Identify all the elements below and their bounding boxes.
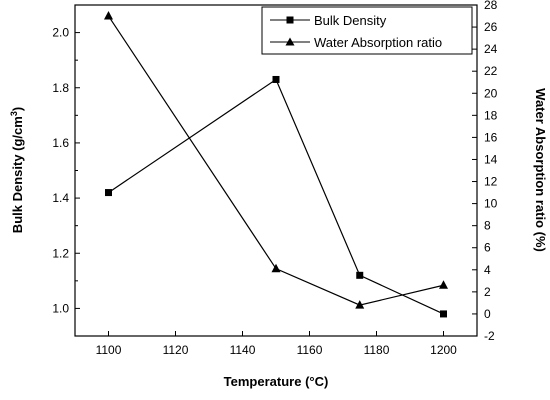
x-tick-label: 1160	[297, 343, 323, 357]
water-absorption-point	[439, 280, 448, 289]
bulk-density-point	[440, 310, 447, 318]
legend-label-water-absorption: Water Absorption ratio	[314, 35, 442, 50]
right-y-axis-title: Water Absorption ratio (%)	[533, 88, 548, 252]
x-axis-title: Temperature (°C)	[224, 374, 329, 389]
right-y-tick-label: 10	[484, 197, 498, 211]
right-y-tick-label: 22	[484, 64, 498, 78]
right-y-tick-label: 18	[484, 108, 498, 122]
left-y-axis-title-close: )	[10, 107, 25, 111]
plot-frame	[74, 4, 478, 337]
left-y-axis-ticks: 1.0 1.2 1.4 1.6 1.8 2.0	[52, 4, 80, 337]
right-y-tick-label: 14	[484, 152, 498, 166]
right-y-tick-label: 0	[484, 307, 491, 321]
left-y-axis-title: Bulk Density (g/cm3)	[9, 107, 25, 233]
x-tick-label: 1140	[230, 343, 256, 357]
right-y-tick-label: 24	[484, 42, 498, 56]
legend-label-bulk-density: Bulk Density	[314, 13, 387, 28]
legend-box	[261, 6, 473, 55]
right-y-tick-label: 6	[484, 241, 491, 255]
right-y-tick-label: 8	[484, 219, 491, 233]
legend-marker-water-absorption	[285, 37, 295, 46]
series-line-1	[107, 15, 444, 306]
bulk-density-point	[356, 271, 364, 279]
x-tick-label: 1100	[96, 343, 122, 357]
left-y-tick-label: 1.4	[52, 191, 69, 205]
x-axis-title-text: Temperature	[224, 374, 302, 389]
left-y-tick-label: 1.0	[52, 301, 69, 315]
water-absorption-point	[104, 11, 113, 20]
x-axis-title-unit: (°C)	[305, 374, 328, 389]
series-line-0	[108, 78, 444, 315]
bulk-density-point	[272, 75, 280, 83]
right-y-tick-label: 12	[484, 175, 498, 189]
right-y-tick-label: 4	[484, 263, 491, 277]
right-y-tick-label: 26	[484, 20, 498, 34]
right-y-tick-label: 28	[484, 0, 498, 12]
bulk-density-point	[105, 189, 112, 197]
left-y-tick-label: 1.8	[52, 81, 69, 95]
x-axis-ticks: 1100 1120 1140 1160 1180 1200	[96, 331, 457, 357]
legend: Bulk Density Water Absorption ratio	[261, 6, 473, 55]
x-tick-label: 1120	[163, 343, 189, 357]
left-y-axis-title-sup: 3	[9, 111, 19, 116]
water-absorption-point	[355, 300, 365, 309]
left-y-axis-title-text: Bulk Density (g/cm	[10, 116, 25, 233]
legend-marker-bulk-density	[286, 16, 294, 24]
series-layer	[104, 11, 448, 318]
x-tick-label: 1200	[430, 343, 457, 357]
left-y-tick-label: 2.0	[52, 26, 69, 40]
right-y-tick-label: 16	[484, 130, 498, 144]
left-y-tick-label: 1.2	[52, 246, 69, 260]
water-absorption-point	[271, 263, 281, 273]
left-y-tick-label: 1.6	[52, 136, 69, 150]
x-tick-label: 1180	[364, 343, 390, 357]
right-y-tick-label: -2	[484, 329, 495, 343]
right-y-tick-label: 20	[484, 86, 498, 100]
right-y-tick-label: 2	[484, 285, 491, 299]
